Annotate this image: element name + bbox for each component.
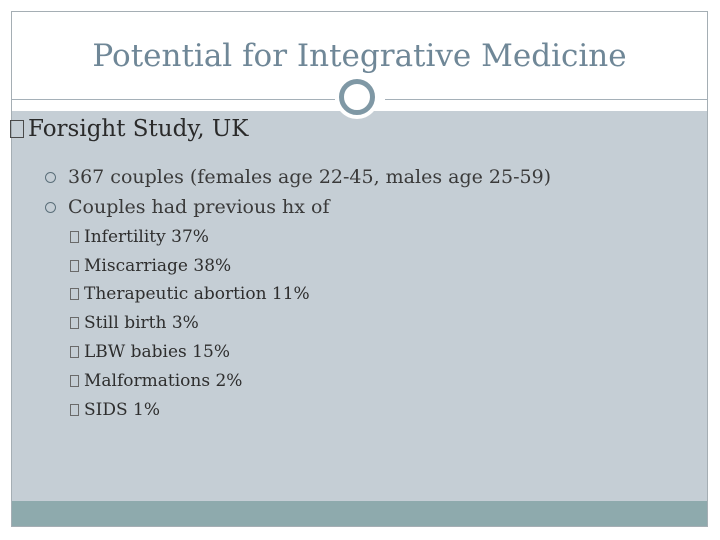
subpoint-item: Miscarriage 38% xyxy=(70,256,231,276)
subpoint-item: Malformations 2% xyxy=(70,371,242,391)
subpoint-text: Still birth 3% xyxy=(84,313,199,333)
divider-left xyxy=(12,99,335,100)
square-bullet-icon xyxy=(10,120,24,138)
circle-bullet-icon xyxy=(45,171,56,183)
square-bullet-icon xyxy=(70,346,79,358)
heading-bullet: Forsight Study, UK xyxy=(10,116,248,142)
square-bullet-icon xyxy=(70,260,79,272)
content-area xyxy=(12,111,707,503)
subpoint-item: SIDS 1% xyxy=(70,400,160,420)
square-bullet-icon xyxy=(70,375,79,387)
point-item: Couples had previous hx of xyxy=(45,196,329,218)
subpoint-item: LBW babies 15% xyxy=(70,342,230,362)
subpoint-text: Infertility 37% xyxy=(84,227,209,247)
subpoint-item: Infertility 37% xyxy=(70,227,209,247)
square-bullet-icon xyxy=(70,288,79,300)
footer-bar xyxy=(12,501,707,526)
subpoint-text: SIDS 1% xyxy=(84,400,161,420)
ring-ornament-icon xyxy=(339,79,375,115)
slide: Potential for Integrative Medicine xyxy=(11,11,708,527)
divider-right xyxy=(385,99,707,100)
heading-text: Forsight Study, UK xyxy=(28,116,249,142)
square-bullet-icon xyxy=(70,317,79,329)
subpoint-text: Malformations 2% xyxy=(84,371,243,391)
point-item: 367 couples (females age 22-45, males ag… xyxy=(45,166,551,188)
slide-title: Potential for Integrative Medicine xyxy=(92,38,627,74)
subpoint-text: Therapeutic abortion 11% xyxy=(84,284,310,304)
point-text: Couples had previous hx of xyxy=(68,196,330,218)
subpoint-text: LBW babies 15% xyxy=(84,342,230,362)
subpoint-item: Therapeutic abortion 11% xyxy=(70,284,310,304)
square-bullet-icon xyxy=(70,231,79,243)
circle-bullet-icon xyxy=(45,201,56,213)
square-bullet-icon xyxy=(70,404,79,416)
subpoint-text: Miscarriage 38% xyxy=(84,256,232,276)
subpoint-item: Still birth 3% xyxy=(70,313,199,333)
point-text: 367 couples (females age 22-45, males ag… xyxy=(68,166,552,188)
